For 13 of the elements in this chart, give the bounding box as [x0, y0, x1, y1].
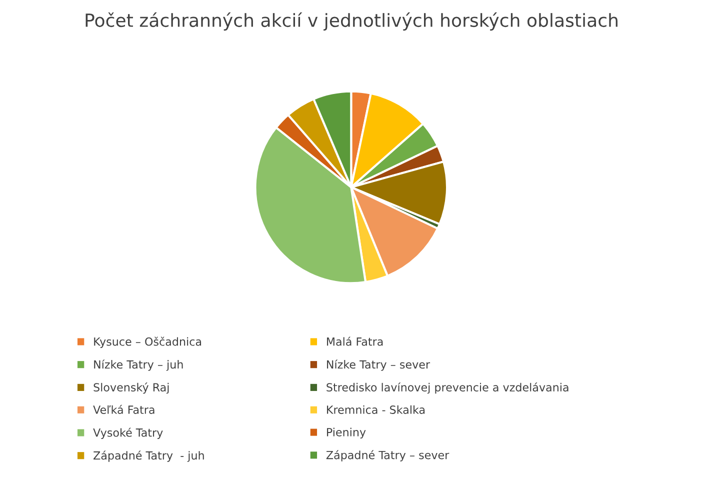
legend-label: Západné Tatry - juh: [94, 450, 204, 462]
chart-title: Počet záchranných akcií v jednotlivých horských oblastiach: [86, 12, 618, 31]
legend-label: Nízke Tatry – juh: [94, 360, 183, 371]
legend-label: Kremnica - Skalka: [327, 405, 425, 414]
legend-label: Veľká Fatra: [93, 404, 154, 414]
legend-label: Malá Fatra: [327, 336, 383, 346]
legend-label: Vysoké Tatry: [93, 428, 163, 439]
legend-label: Slovenský Raj: [94, 382, 169, 394]
legend-label: Nízke Tatry – sever: [327, 360, 430, 371]
legend-label: Stredisko lavínovej prevencie a vzdelávania: [326, 382, 568, 394]
legend-label: Západné Tatry – sever: [326, 450, 450, 462]
legend-label: Kysuce – Oščadnica: [94, 336, 202, 348]
legend-label: Pieniny: [327, 428, 366, 439]
